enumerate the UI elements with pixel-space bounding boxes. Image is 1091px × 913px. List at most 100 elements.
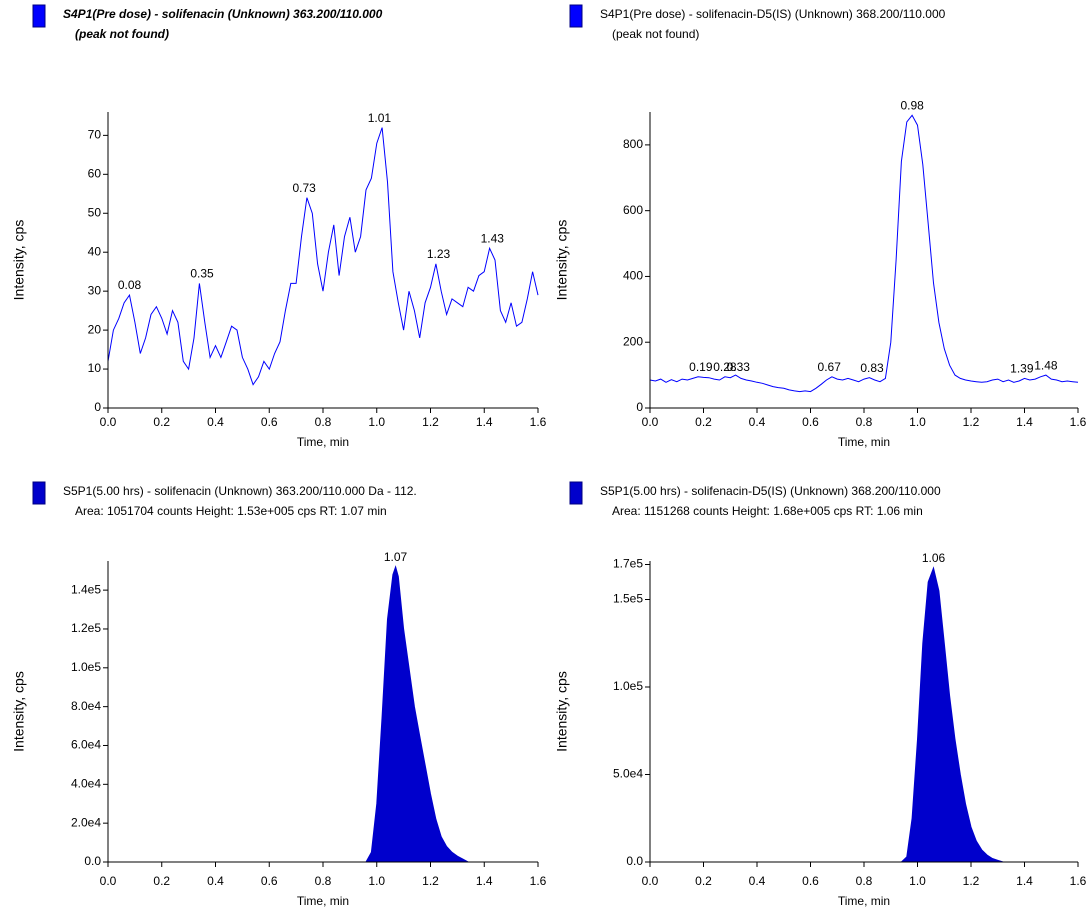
legend-swatch [569,481,583,505]
peak-label: 0.08 [118,278,142,292]
peak-label: 1.39 [1010,362,1034,376]
trace-line [107,127,539,386]
x-tick-label: 1.2 [963,874,980,888]
x-tick-label: 1.4 [1016,415,1033,429]
y-tick-label: 5.0e4 [613,767,643,781]
y-tick-label: 1.2e5 [71,621,101,635]
legend-swatch [569,4,583,28]
chart-title: S4P1(Pre dose) - solifenacin (Unknown) 3… [63,7,383,21]
trace-line [649,114,1079,393]
peak-area [650,566,1078,863]
peak-label: 0.35 [190,267,214,281]
legend-swatch [32,4,46,28]
x-axis-title: Time, min [297,894,349,908]
x-tick-label: 0.6 [261,415,278,429]
x-tick-label: 0.2 [695,874,712,888]
chart-panel: S5P1(5.00 hrs) - solifenacin-D5(IS) (Unk… [554,481,1087,908]
x-tick-label: 0.6 [261,874,278,888]
y-tick-label: 0 [94,400,101,414]
y-tick-label: 1.0e5 [613,679,643,693]
x-tick-label: 1.2 [422,874,439,888]
x-tick-label: 0.8 [315,415,332,429]
peak-label: 1.01 [368,111,392,125]
chart-subtitle: Area: 1151268 counts Height: 1.68e+005 c… [612,504,923,518]
chart-title: S4P1(Pre dose) - solifenacin-D5(IS) (Unk… [600,7,946,21]
chart-panel: S4P1(Pre dose) - solifenacin (Unknown) 3… [11,4,547,449]
x-tick-label: 0.2 [153,874,170,888]
y-tick-label: 30 [88,283,102,297]
x-tick-label: 0.0 [100,415,117,429]
chart-panel: S5P1(5.00 hrs) - solifenacin (Unknown) 3… [11,481,547,908]
x-tick-label: 1.6 [1070,415,1087,429]
x-tick-label: 0.0 [100,874,117,888]
y-tick-label: 1.0e5 [71,660,101,674]
x-tick-label: 0.4 [207,415,224,429]
x-tick-label: 0.2 [153,415,170,429]
y-tick-label: 1.7e5 [613,557,643,571]
x-axis-title: Time, min [838,894,890,908]
x-tick-label: 1.0 [909,874,926,888]
x-tick-label: 1.6 [1070,874,1087,888]
x-tick-label: 0.0 [642,415,659,429]
x-tick-label: 1.0 [368,874,385,888]
x-tick-label: 0.6 [802,874,819,888]
peak-label: 1.23 [427,247,451,261]
x-tick-label: 1.4 [1016,874,1033,888]
y-axis-title: Intensity, cps [11,220,27,301]
y-tick-label: 0.0 [84,854,101,868]
x-tick-label: 0.0 [642,874,659,888]
x-tick-label: 0.4 [749,874,766,888]
y-tick-label: 20 [88,322,102,336]
y-axis-title: Intensity, cps [11,671,27,752]
chart-subtitle: Area: 1051704 counts Height: 1.53e+005 c… [75,504,387,518]
y-tick-label: 2.0e4 [71,815,101,829]
y-axis-title: Intensity, cps [554,220,570,301]
y-tick-label: 70 [88,128,102,142]
y-tick-label: 0 [636,400,643,414]
y-tick-label: 60 [88,166,102,180]
x-tick-label: 1.2 [963,415,980,429]
y-tick-label: 4.0e4 [71,776,101,790]
peak-label: 0.83 [860,361,884,375]
y-tick-label: 50 [88,205,102,219]
y-tick-label: 200 [623,334,643,348]
chart-title: S5P1(5.00 hrs) - solifenacin (Unknown) 3… [63,484,417,498]
y-tick-label: 40 [88,244,102,258]
chart-subtitle: (peak not found) [75,27,169,41]
x-tick-label: 1.0 [368,415,385,429]
x-tick-label: 1.6 [530,415,547,429]
x-tick-label: 0.8 [315,874,332,888]
y-tick-label: 600 [623,203,643,217]
x-tick-label: 1.6 [530,874,547,888]
peak-label: 1.06 [922,551,946,565]
peak-label: 0.98 [900,98,924,112]
y-tick-label: 0.0 [626,854,643,868]
y-tick-label: 8.0e4 [71,699,101,713]
x-tick-label: 0.2 [695,415,712,429]
x-tick-label: 0.6 [802,415,819,429]
peak-label: 0.67 [818,360,842,374]
y-tick-label: 400 [623,269,643,283]
peak-label: 1.07 [384,550,408,564]
chart-title: S5P1(5.00 hrs) - solifenacin-D5(IS) (Unk… [600,484,941,498]
peak-label: 1.43 [481,231,505,245]
y-tick-label: 1.4e5 [71,582,101,596]
x-tick-label: 0.8 [856,415,873,429]
y-tick-label: 800 [623,137,643,151]
chart-subtitle: (peak not found) [612,27,699,41]
x-tick-label: 0.4 [749,415,766,429]
peak-label: 0.33 [727,360,751,374]
peak-label: 0.28 [713,360,737,374]
legend-swatch [32,481,46,505]
x-axis-title: Time, min [297,435,349,449]
peak-label: 0.19 [689,360,713,374]
y-tick-label: 6.0e4 [71,738,101,752]
x-tick-label: 1.4 [476,415,493,429]
y-tick-label: 1.5e5 [613,592,643,606]
peak-label: 1.48 [1034,358,1058,372]
peak-label: 0.73 [293,181,317,195]
y-tick-label: 10 [88,361,102,375]
x-tick-label: 1.0 [909,415,926,429]
x-axis-title: Time, min [838,435,890,449]
